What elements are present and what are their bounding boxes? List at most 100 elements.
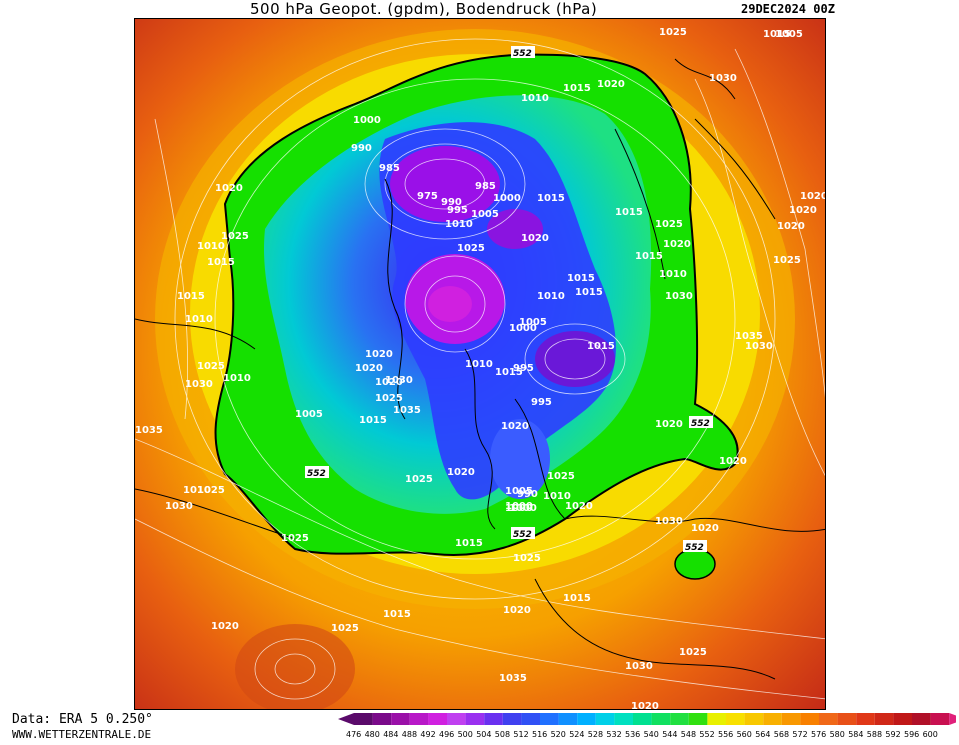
- coastlines: [135, 58, 825, 680]
- scale-swatch: [726, 713, 745, 725]
- scale-swatch: [558, 713, 578, 725]
- pressure-label: 1020: [800, 191, 826, 202]
- pressure-label: 975: [417, 191, 438, 202]
- data-source: Data: ERA 5 0.250°: [12, 712, 153, 727]
- pressure-label: 1025: [405, 474, 433, 485]
- map-canvas: 552 552 552 552 552 1025 1015103010101015…: [135, 19, 826, 709]
- pressure-label: 1030: [625, 661, 653, 672]
- pressure-label: 1035: [499, 673, 527, 684]
- pressure-label: 1030: [709, 73, 737, 84]
- scale-swatch: [707, 713, 726, 725]
- scale-swatch: [837, 713, 857, 725]
- pressure-label: 1035: [135, 425, 163, 436]
- pressure-label: 990: [441, 197, 462, 208]
- scale-swatch: [856, 713, 875, 725]
- pressure-label: 1015: [763, 29, 791, 40]
- scale-swatch: [688, 713, 708, 725]
- scale-swatch: [930, 713, 950, 725]
- magenta-core: [428, 286, 472, 322]
- pressure-label: 1010: [659, 269, 687, 280]
- pressure-label: 1020: [211, 621, 239, 632]
- scale-tick-label: 600: [923, 730, 938, 739]
- pressure-label: 1025: [457, 243, 485, 254]
- pressure-label: 1025: [331, 623, 359, 634]
- pressure-label: 1025: [547, 471, 575, 482]
- scale-tick-label: 548: [681, 730, 696, 739]
- pressure-label: 1020: [501, 421, 529, 432]
- pressure-label: 1030: [655, 516, 683, 527]
- pressure-label: 1020: [215, 183, 243, 194]
- chart-title: 500 hPa Geopot. (gpdm), Bodendruck (hPa): [250, 0, 598, 18]
- pressure-label: 1015: [563, 83, 591, 94]
- scale-tick-label: 492: [420, 730, 435, 739]
- scale-swatch: [465, 713, 485, 725]
- scale-swatch: [447, 713, 466, 725]
- pressure-label: 1015: [575, 287, 603, 298]
- scale-tick-label: 564: [755, 730, 770, 739]
- pressure-label: 1025: [197, 485, 225, 496]
- contour-label: 552: [691, 419, 710, 429]
- scale-tick-label: 532: [606, 730, 621, 739]
- scale-tick-label: 520: [551, 730, 566, 739]
- pressure-label: 1020: [719, 456, 747, 467]
- pressure-label: 1015: [455, 538, 483, 549]
- contour-label: 552: [685, 543, 704, 553]
- scale-swatch: [354, 713, 373, 725]
- scale-tick-label: 552: [699, 730, 714, 739]
- scale-tick-label: 500: [458, 730, 473, 739]
- scale-tick-label: 476: [346, 730, 361, 739]
- pressure-label: 1025: [659, 27, 687, 38]
- scale-tick-label: 508: [495, 730, 510, 739]
- pressure-label: 1020: [355, 363, 383, 374]
- pressure-label: 995: [447, 205, 468, 216]
- scale-swatch: [893, 713, 912, 725]
- pressure-label: 1010: [197, 241, 225, 252]
- scale-tick-label: 488: [402, 730, 417, 739]
- pressure-label: 1010: [445, 219, 473, 230]
- scale-swatch: [651, 713, 671, 725]
- pressure-label: 1010: [465, 359, 493, 370]
- pressure-label: 1015: [587, 341, 615, 352]
- scale-swatch: [521, 713, 540, 725]
- contour-label: 552: [513, 530, 532, 540]
- scale-tick-label: 572: [792, 730, 807, 739]
- pressure-label: 1025: [773, 255, 801, 266]
- scale-swatch: [781, 713, 801, 725]
- scale-swatch: [800, 713, 819, 725]
- pressure-label: 1015: [359, 415, 387, 426]
- contour-label: 552: [513, 49, 532, 59]
- pressure-label: 1015: [567, 273, 595, 284]
- scale-swatch: [577, 713, 596, 725]
- warm-high: [235, 624, 355, 709]
- scale-tick-label: 524: [569, 730, 584, 739]
- pressure-label: 1000: [509, 323, 537, 334]
- scale-tick-label: 480: [365, 730, 380, 739]
- scale-swatch: [428, 713, 447, 725]
- green-552-island: [674, 548, 716, 580]
- pressure-label: 1015: [635, 251, 663, 262]
- pressure-label: 1015: [615, 207, 643, 218]
- pressure-label: 1030: [185, 379, 213, 390]
- pressure-label: 1010: [537, 291, 565, 302]
- scale-tick-label: 568: [774, 730, 789, 739]
- scale-tick-label: 544: [662, 730, 677, 739]
- scale-swatch: [484, 713, 503, 725]
- pressure-label: 1005: [295, 409, 323, 420]
- pressure-label: 985: [475, 181, 496, 192]
- pressure-label: 1015: [537, 193, 565, 204]
- scale-tick-label: 528: [588, 730, 603, 739]
- pressure-label: 1035: [393, 405, 421, 416]
- pressure-label: 1000: [505, 503, 533, 514]
- scale-swatch: [540, 713, 559, 725]
- pressure-label: 1030: [165, 501, 193, 512]
- scale-swatch: [633, 713, 652, 725]
- website-credit: WWW.WETTERZENTRALE.DE: [12, 728, 152, 741]
- pressure-label: 1005: [471, 209, 499, 220]
- scale-swatch: [502, 713, 522, 725]
- pressure-label: 1020: [663, 239, 691, 250]
- pressure-label: 1000: [493, 193, 521, 204]
- scale-swatch: [391, 713, 410, 725]
- pressure-label: 1015: [563, 593, 591, 604]
- purple-low-3: [535, 331, 615, 387]
- pressure-label: 1020: [691, 523, 719, 534]
